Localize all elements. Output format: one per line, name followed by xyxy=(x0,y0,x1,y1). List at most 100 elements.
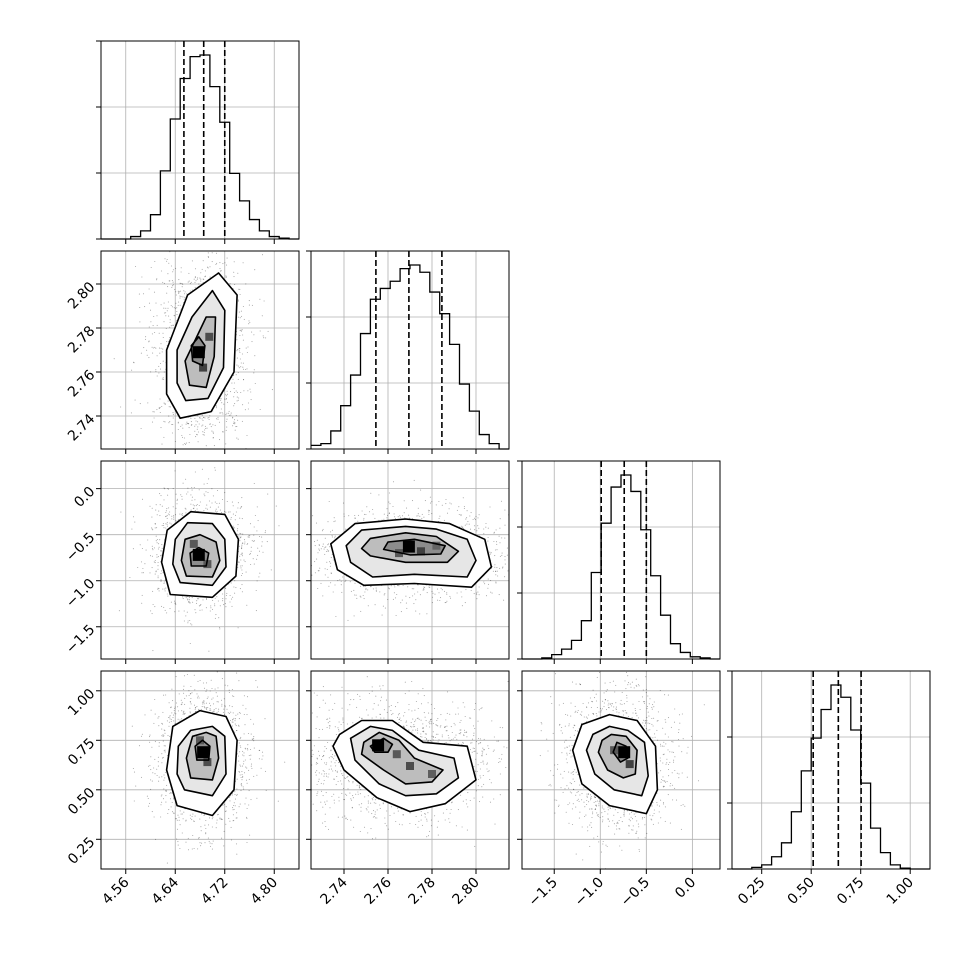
scatter-point xyxy=(235,426,237,428)
scatter-point xyxy=(340,580,342,582)
scatter-point xyxy=(306,529,307,530)
scatter-point xyxy=(166,260,168,262)
scatter-point xyxy=(155,347,157,349)
scatter-point xyxy=(207,256,210,259)
scatter-point xyxy=(200,280,202,282)
scatter-point xyxy=(242,339,244,341)
scatter-point xyxy=(231,382,233,384)
scatter-point xyxy=(160,343,162,345)
scatter-point xyxy=(237,627,239,629)
scatter-point xyxy=(148,357,150,359)
scatter-point xyxy=(168,315,170,317)
scatter-point xyxy=(353,589,355,591)
scatter-point xyxy=(219,454,220,455)
scatter-point xyxy=(156,556,158,558)
scatter-point xyxy=(281,539,282,540)
scatter-point xyxy=(232,596,234,598)
scatter-point xyxy=(241,569,243,571)
scatter-point xyxy=(331,535,333,537)
scatter-point xyxy=(208,478,210,480)
scatter-point xyxy=(475,592,477,594)
scatter-point xyxy=(220,269,222,272)
scatter-point xyxy=(516,528,517,529)
scatter-point xyxy=(151,333,153,335)
scatter-point xyxy=(478,514,480,516)
scatter-point xyxy=(172,269,174,271)
scatter-point xyxy=(466,517,468,519)
scatter-point xyxy=(179,297,181,299)
contour-line-0 xyxy=(160,510,240,599)
scatter-point xyxy=(158,365,160,367)
scatter-point xyxy=(172,423,174,426)
scatter-point xyxy=(324,568,326,570)
scatter-point xyxy=(417,515,419,517)
scatter-point xyxy=(183,610,185,612)
scatter-point xyxy=(294,563,295,564)
scatter-point xyxy=(157,587,159,589)
scatter-point xyxy=(220,399,222,401)
scatter-point xyxy=(332,559,334,561)
scatter-point xyxy=(156,527,158,529)
scatter-point xyxy=(499,518,501,520)
scatter-point xyxy=(504,524,506,526)
scatter-point xyxy=(172,324,174,326)
scatter-point xyxy=(233,271,235,273)
scatter-point xyxy=(209,423,211,425)
scatter-point xyxy=(318,544,320,546)
scatter-point xyxy=(331,553,333,556)
scatter-point xyxy=(165,327,167,330)
scatter-point xyxy=(232,505,234,507)
scatter-point xyxy=(494,566,496,568)
scatter-point xyxy=(240,559,242,561)
scatter-point xyxy=(491,592,493,594)
scatter-point xyxy=(166,593,168,595)
scatter-point xyxy=(398,585,400,587)
scatter-point xyxy=(160,304,162,306)
scatter-point xyxy=(188,423,190,425)
histogram-panel-2 xyxy=(517,460,721,664)
scatter-point xyxy=(158,587,160,590)
scatter-point xyxy=(506,547,508,549)
scatter-point xyxy=(179,282,181,284)
scatter-point xyxy=(165,587,167,589)
scatter-point xyxy=(190,417,192,420)
scatter-point xyxy=(236,425,238,428)
scatter-point xyxy=(201,242,202,243)
scatter-point xyxy=(204,275,207,277)
scatter-point xyxy=(375,589,377,591)
scatter-point xyxy=(187,487,189,489)
scatter-point xyxy=(202,431,204,433)
scatter-point xyxy=(396,593,398,596)
scatter-point xyxy=(301,551,302,552)
scatter-point xyxy=(525,528,526,529)
scatter-point xyxy=(176,314,178,316)
scatter-point xyxy=(315,522,318,524)
scatter-point xyxy=(175,302,177,304)
scatter-point xyxy=(236,396,238,398)
scatter-point xyxy=(501,554,503,556)
scatter-point xyxy=(261,315,263,317)
scatter-point xyxy=(229,391,232,393)
scatter-point xyxy=(229,594,231,597)
scatter-point xyxy=(304,583,305,584)
scatter-point xyxy=(234,592,236,594)
scatter-point xyxy=(504,537,506,539)
scatter-point xyxy=(212,599,214,601)
scatter-point xyxy=(236,350,238,352)
scatter-point xyxy=(241,591,243,593)
scatter-point xyxy=(232,513,234,515)
scatter-point xyxy=(202,260,204,262)
scatter-point xyxy=(244,541,246,543)
scatter-point xyxy=(154,562,156,564)
scatter-point xyxy=(187,598,189,600)
scatter-point xyxy=(173,516,175,518)
scatter-point xyxy=(340,584,342,586)
scatter-point xyxy=(190,421,192,423)
scatter-point xyxy=(397,585,399,587)
scatter-point xyxy=(246,368,248,370)
scatter-point xyxy=(230,598,233,600)
scatter-point xyxy=(365,513,367,516)
histogram-panel-1 xyxy=(306,250,510,454)
scatter-point xyxy=(207,256,209,258)
scatter-point xyxy=(239,555,241,557)
